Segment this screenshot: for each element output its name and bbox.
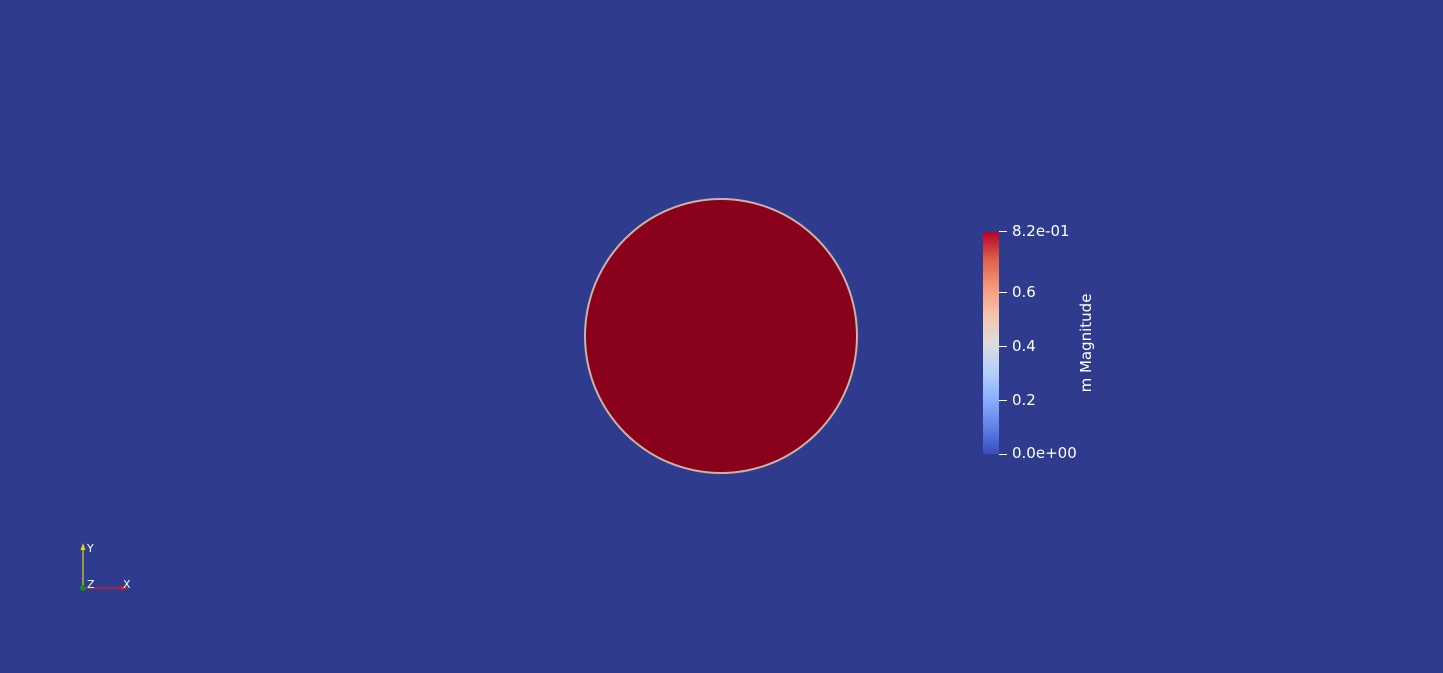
colorbar-tick-label-max: 8.2e-01: [1012, 222, 1070, 240]
colorbar-ramp: [983, 232, 999, 454]
z-axis-label: Z: [87, 578, 95, 591]
x-axis-label: X: [123, 578, 131, 591]
y-axis-label: Y: [86, 542, 94, 555]
orientation-axes-triad: Y Z X: [80, 542, 131, 591]
colorbar: [983, 232, 999, 454]
colorbar-title-text: m Magnitude: [1077, 293, 1095, 393]
colorbar-tick-label-min: 0.0e+00: [1012, 444, 1077, 462]
colorbar-tick-0-6: [999, 292, 1007, 293]
y-axis-arrow-icon: [80, 543, 86, 550]
magnitude-disk: [584, 198, 858, 474]
colorbar-tick-label-0-6: 0.6: [1012, 283, 1036, 301]
colorbar-tick-label-0-4: 0.4: [1012, 337, 1036, 355]
x-axis-arrow-icon: [121, 585, 128, 591]
colorbar-tick-label-0-2: 0.2: [1012, 391, 1036, 409]
colorbar-tick-min: [999, 454, 1007, 455]
colorbar-tick-0-4: [999, 346, 1007, 347]
colorbar-tick-max: [999, 231, 1007, 232]
z-axis-marker-icon: [80, 585, 86, 591]
colorbar-tick-0-2: [999, 400, 1007, 401]
colorbar-title: m Magnitude: [1076, 290, 1096, 396]
